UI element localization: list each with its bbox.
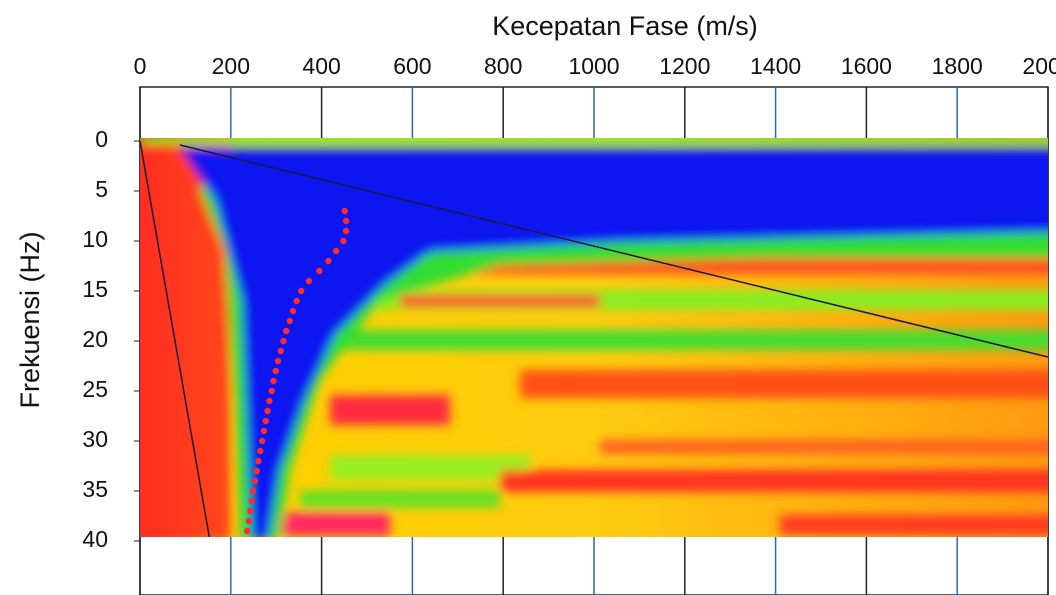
data-point [340, 237, 347, 245]
x-tick-label: 1400 [750, 53, 801, 79]
y-tick-label: 30 [82, 426, 108, 452]
data-point [247, 507, 254, 515]
x-tick-label: 1000 [568, 53, 619, 79]
data-point [277, 347, 284, 355]
y-tick-label: 15 [82, 276, 108, 302]
data-point [253, 467, 260, 475]
data-point [260, 427, 268, 435]
data-point [264, 407, 271, 415]
heatmap [140, 138, 1048, 537]
x-tick-label: 1200 [659, 53, 710, 79]
y-axis-title: Frekuensi (Hz) [15, 231, 45, 408]
x-axis-title: Kecepatan Fase (m/s) [492, 11, 758, 41]
data-point [325, 257, 332, 265]
data-point [262, 417, 269, 425]
data-point [258, 437, 266, 445]
data-point [251, 477, 259, 485]
data-point [282, 327, 290, 335]
x-tick-label: 800 [484, 53, 522, 79]
data-point [243, 527, 251, 535]
y-tick-label: 35 [82, 476, 108, 502]
y-tick-label: 0 [95, 126, 108, 152]
data-point [280, 337, 287, 345]
y-tick-label: 40 [82, 526, 108, 552]
data-points [243, 207, 350, 535]
reference-line [140, 140, 211, 537]
data-point [332, 247, 340, 255]
x-tick-label: 600 [393, 53, 431, 79]
reference-line [179, 144, 1048, 358]
y-tick-label: 5 [95, 176, 108, 202]
data-point [274, 357, 282, 365]
data-point [248, 497, 255, 505]
data-point [266, 397, 273, 405]
x-tick-label: 0 [134, 53, 147, 79]
x-tick-label: 400 [302, 53, 340, 79]
data-point [255, 457, 262, 465]
data-point [316, 267, 323, 275]
data-point [249, 487, 257, 495]
y-tick-label: 20 [82, 326, 108, 352]
data-point [245, 517, 253, 525]
data-point [286, 317, 294, 325]
data-point [289, 307, 297, 315]
data-point [272, 367, 279, 375]
data-point [297, 287, 305, 295]
data-point [270, 377, 277, 385]
y-tick-label: 10 [82, 226, 108, 252]
data-point [268, 387, 275, 395]
y-tick-label: 25 [82, 376, 108, 402]
data-point [342, 217, 350, 225]
x-tick-label: 1800 [932, 53, 983, 79]
heatmap-bands [140, 138, 1048, 537]
x-tick-label: 200 [212, 53, 250, 79]
x-tick-label: 1600 [841, 53, 892, 79]
data-point [293, 297, 300, 305]
data-point [341, 207, 348, 215]
data-point [305, 277, 313, 285]
data-point [342, 227, 350, 235]
data-point [257, 447, 264, 455]
